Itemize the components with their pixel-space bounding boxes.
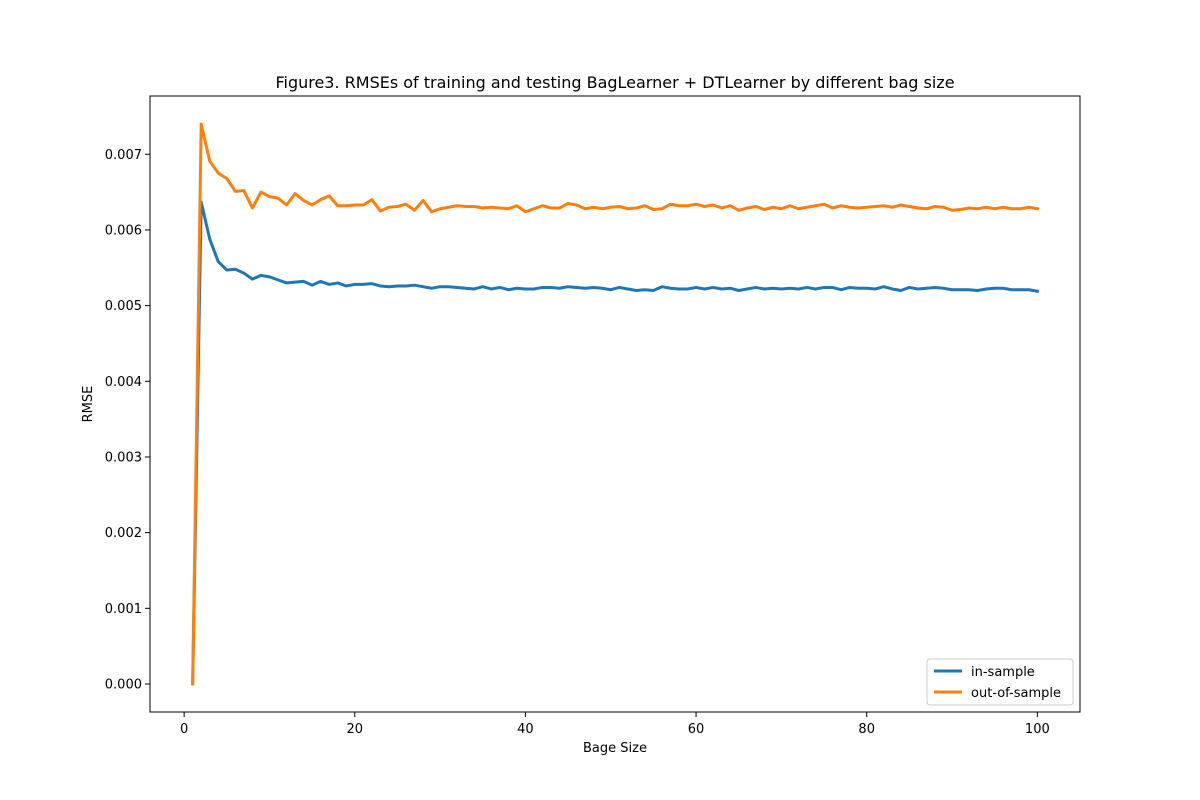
x-axis-label: Bage Size bbox=[583, 741, 647, 756]
x-tick-label: 80 bbox=[858, 722, 875, 737]
x-tick-label: 0 bbox=[180, 722, 188, 737]
y-axis-label: RMSE bbox=[81, 386, 96, 423]
legend-box bbox=[926, 658, 1074, 706]
legend: in-sample out-of-sample bbox=[926, 658, 1074, 706]
series-line-in-sample bbox=[191, 200, 1040, 686]
chart-title: Figure3. RMSEs of training and testing B… bbox=[275, 73, 954, 92]
x-axis: 0 20 40 60 80 100 bbox=[180, 712, 1050, 737]
legend-label-in-sample: in-sample bbox=[971, 665, 1035, 680]
y-axis: 0.000 0.001 0.002 0.003 0.004 0.005 0.006 0.007 bbox=[105, 148, 150, 693]
y-tick-label: 0.005 bbox=[105, 299, 142, 314]
series-line-out-of-sample bbox=[191, 122, 1040, 686]
legend-label-out-of-sample: out-of-sample bbox=[971, 686, 1061, 701]
y-tick-label: 0.002 bbox=[105, 526, 142, 541]
x-tick-label: 20 bbox=[346, 722, 363, 737]
y-tick-label: 0.003 bbox=[105, 450, 142, 465]
y-tick-label: 0.001 bbox=[105, 602, 142, 617]
plot-lines bbox=[191, 122, 1040, 686]
x-tick-label: 100 bbox=[1025, 722, 1050, 737]
x-tick-label: 40 bbox=[517, 722, 534, 737]
plot-frame bbox=[149, 95, 1081, 713]
y-tick-label: 0.006 bbox=[105, 223, 142, 238]
y-tick-label: 0.000 bbox=[105, 678, 142, 693]
y-tick-label: 0.004 bbox=[105, 375, 142, 390]
x-tick-label: 60 bbox=[688, 722, 705, 737]
y-tick-label: 0.007 bbox=[105, 148, 142, 163]
